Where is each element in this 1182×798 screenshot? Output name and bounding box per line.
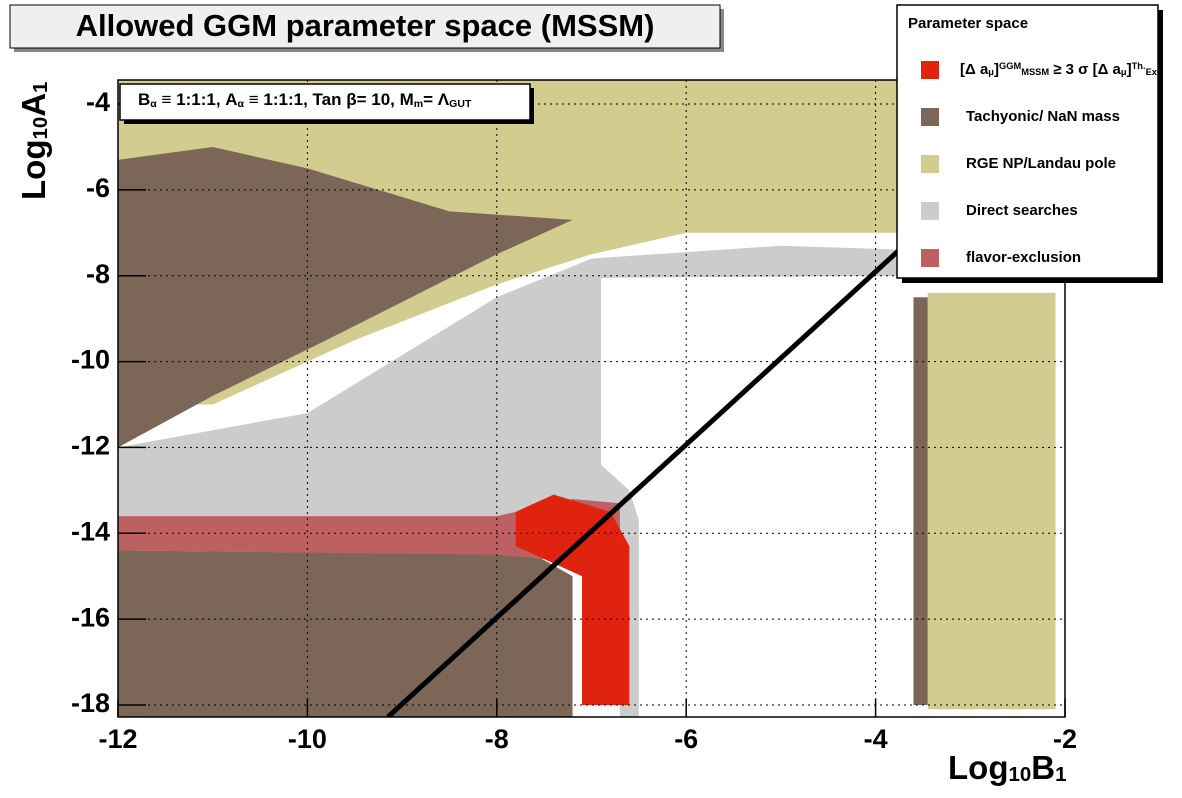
legend-swatch	[921, 108, 939, 126]
legend-label: flavor-exclusion	[966, 249, 1081, 266]
legend-swatch	[921, 155, 939, 173]
region	[118, 146, 573, 448]
region	[118, 550, 573, 717]
text-part: α	[238, 98, 245, 110]
text-part: ≡ 1:1:1, A	[157, 90, 238, 109]
x-axis-label: Log10B1	[948, 749, 1066, 787]
text-part: α	[150, 98, 157, 110]
legend-title: Parameter space	[908, 15, 1028, 32]
regions	[118, 80, 1056, 717]
y-axis-label: Log10A1	[15, 82, 53, 200]
text-part: m	[414, 98, 423, 110]
annotation-box	[119, 83, 531, 121]
region	[118, 245, 914, 717]
region	[913, 297, 928, 705]
y-tick-label: -12	[71, 431, 110, 461]
text-part: 1	[29, 82, 52, 93]
y-tick-label: -6	[86, 173, 110, 203]
text-part: = Λ	[423, 90, 450, 109]
y-tick-label: -18	[71, 688, 110, 718]
legend-label: [Δ aμ]GGMMSSM ≥ 3 σ [Δ aμ]Th.Ex.	[960, 61, 1160, 78]
text-part: MSSM	[1021, 67, 1049, 77]
text-part: Log	[948, 749, 1008, 786]
chart-title: Allowed GGM parameter space (MSSM)	[76, 8, 655, 43]
y-tick-label: -4	[86, 87, 110, 117]
x-tick-label: -12	[98, 724, 137, 754]
plot-area: -12 -10 -8 -6 -4 -2-4-6-8-10-12-14-16-18Log10…	[15, 4, 1163, 787]
text-part: A	[15, 93, 52, 117]
region	[927, 292, 1056, 710]
x-tick-label: -4	[864, 724, 888, 754]
y-tick-label: -8	[86, 259, 110, 289]
text-part: 10	[29, 117, 52, 140]
text-part: Ex.	[1146, 67, 1160, 77]
text-part: ≡ 1:1:1, Tan β= 10, M	[244, 90, 414, 109]
y-tick-label: -14	[71, 516, 110, 546]
legend-label: Tachyonic/ NaN mass	[966, 108, 1120, 125]
text-part: ≥ 3 σ [Δ a	[1049, 61, 1121, 78]
legend-swatch	[921, 61, 939, 79]
region	[515, 494, 630, 705]
x-tick-label: -8	[485, 724, 509, 754]
legend-box	[896, 4, 1159, 279]
annotation: Bα ≡ 1:1:1, Aα ≡ 1:1:1, Tan β= 10, Mm= Λ…	[138, 90, 472, 110]
text-part: Th.	[1132, 61, 1146, 71]
x-tick-label: -2	[1053, 724, 1077, 754]
legend-swatch	[921, 202, 939, 220]
text-part: GUT	[449, 98, 472, 110]
text-part: 1	[1055, 763, 1066, 786]
x-tick-label: -10	[288, 724, 327, 754]
title-box	[9, 4, 721, 49]
text-part: ]	[994, 61, 999, 78]
text-part: B	[138, 90, 150, 109]
text-part: μ	[988, 67, 994, 77]
y-tick-label: -16	[71, 602, 110, 632]
line	[386, 243, 906, 717]
text-part: ]	[1127, 61, 1132, 78]
text-part: Log	[15, 140, 52, 200]
legend-label: RGE NP/Landau pole	[966, 155, 1116, 172]
legend-label: Direct searches	[966, 202, 1078, 219]
region	[118, 498, 620, 560]
text-part: B	[1031, 749, 1055, 786]
text-part: GGM	[999, 61, 1021, 71]
x-tick-label: -6	[674, 724, 698, 754]
legend-swatch	[921, 249, 939, 267]
text-part: 10	[1008, 763, 1031, 786]
y-tick-label: -10	[71, 345, 110, 375]
plot-frame	[117, 79, 1066, 718]
text-part: μ	[1121, 67, 1127, 77]
text-part: [Δ a	[960, 61, 989, 78]
